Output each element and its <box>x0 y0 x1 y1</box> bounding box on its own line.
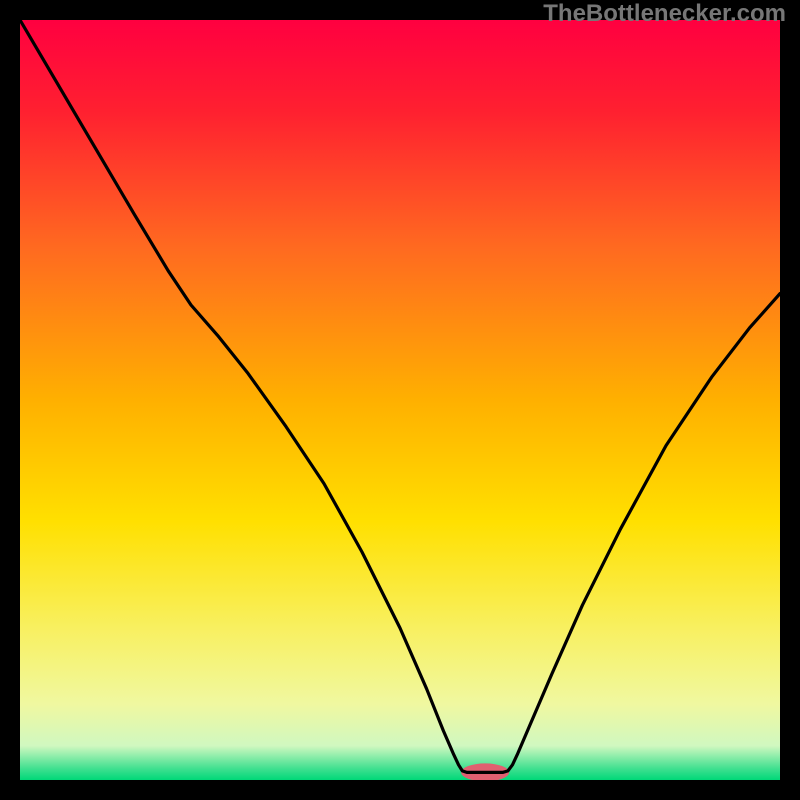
plot-svg <box>20 20 780 780</box>
gradient-background <box>20 20 780 780</box>
watermark-text: TheBottlenecker.com <box>543 0 786 28</box>
plot-canvas <box>20 20 780 780</box>
